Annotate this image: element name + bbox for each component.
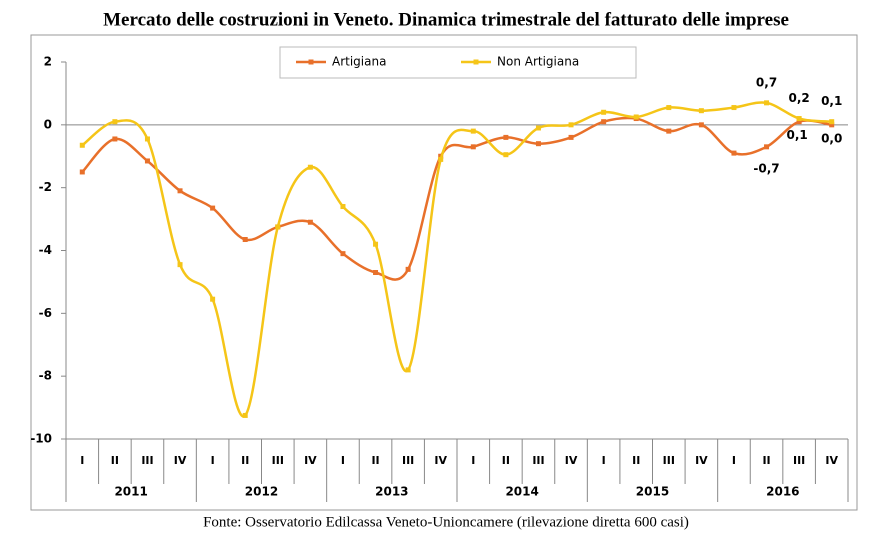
x-tick-label: II [632,454,640,467]
legend-marker [473,59,479,65]
point-marker [503,134,509,140]
point-marker [764,100,770,106]
point-marker [535,141,541,147]
point-marker [535,125,541,131]
year-label: 2016 [766,485,799,499]
point-marker [242,237,248,243]
point-marker [731,150,737,156]
point-marker [568,122,574,128]
point-marker [470,144,476,150]
point-marker [373,269,379,275]
point-marker [829,122,835,128]
x-tick-label: II [762,454,770,467]
y-tick-label: -4 [39,243,52,257]
point-marker [275,224,281,230]
point-marker [177,262,183,268]
data-label: 0,1 [821,94,842,108]
x-tick-label: I [211,454,215,467]
point-marker [242,412,248,418]
x-tick-label: IV [825,454,838,467]
point-marker [438,156,444,162]
point-marker [307,219,313,225]
y-tick-label: 2 [44,55,52,69]
x-tick-label: III [272,454,284,467]
x-tick-label: II [371,454,379,467]
data-label: 0,1 [786,128,807,142]
point-marker [79,169,85,175]
year-label: 2012 [245,485,278,499]
point-marker [503,152,509,158]
point-marker [112,119,118,125]
year-label: 2013 [375,485,408,499]
x-tick-label: I [341,454,345,467]
x-tick-label: II [241,454,249,467]
y-tick-label: -2 [39,180,52,194]
source-note: Fonte: Osservatorio Edilcassa Veneto-Uni… [203,514,689,530]
x-tick-label: IV [304,454,317,467]
point-marker [796,119,802,125]
point-marker [764,144,770,150]
x-tick-label: III [141,454,153,467]
year-label: 2014 [505,485,538,499]
x-tick-label: I [471,454,475,467]
year-label: 2011 [114,485,147,499]
point-marker [340,204,346,210]
point-marker [112,136,118,142]
point-marker [79,142,85,148]
data-label: -0,7 [753,161,779,175]
point-marker [405,367,411,373]
point-marker [633,114,639,120]
x-tick-label: IV [695,454,708,467]
legend-marker [308,59,314,65]
y-tick-label: -10 [30,432,52,446]
legend-label: Artigiana [332,55,386,69]
x-tick-label: III [793,454,805,467]
point-marker [666,128,672,134]
point-marker [698,108,704,114]
series-line [81,116,832,281]
point-marker [144,158,150,164]
point-marker [666,105,672,111]
x-tick-label: II [502,454,510,467]
point-marker [177,188,183,194]
point-marker [144,136,150,142]
point-marker [829,119,835,125]
point-marker [373,241,379,247]
data-label: 0,0 [821,131,842,145]
chart-title: Mercato delle costruzioni in Veneto. Din… [103,9,789,30]
point-marker [601,119,607,125]
year-label: 2015 [636,485,669,499]
point-marker [210,205,216,211]
data-label: 0,2 [788,91,809,105]
point-marker [568,134,574,140]
x-tick-label: IV [565,454,578,467]
y-tick-label: -8 [39,369,52,383]
x-tick-label: III [402,454,414,467]
point-marker [210,296,216,302]
x-tick-label: IV [174,454,187,467]
point-marker [470,128,476,134]
x-tick-label: IV [434,454,447,467]
x-tick-label: I [602,454,606,467]
x-tick-label: I [80,454,84,467]
y-tick-label: -6 [39,306,52,320]
x-tick-label: III [663,454,675,467]
point-marker [340,251,346,257]
point-marker [796,116,802,122]
legend-label: Non Artigiana [497,55,579,69]
legend-box [279,46,637,79]
point-marker [405,266,411,272]
chart-frame [30,34,858,511]
y-tick-label: 0 [44,117,52,131]
point-marker [731,105,737,111]
x-tick-label: II [111,454,119,467]
x-tick-label: III [532,454,544,467]
point-marker [307,164,313,170]
x-tick-label: I [732,454,736,467]
series-line [81,101,832,418]
data-label: 0,7 [756,75,777,89]
point-marker [601,109,607,115]
point-marker [698,122,704,128]
